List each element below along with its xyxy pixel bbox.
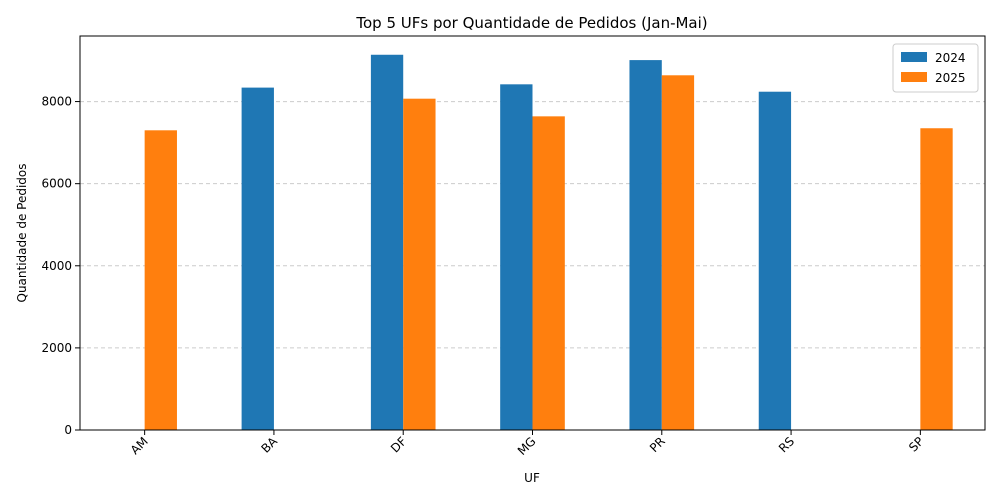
bar-2024-mg bbox=[500, 84, 533, 431]
y-tick-label: 2000 bbox=[41, 341, 72, 355]
x-tick-label-am: AM bbox=[128, 434, 151, 457]
legend-swatch-2025 bbox=[901, 72, 927, 82]
bar-2024-df bbox=[370, 54, 404, 431]
bar-2025-mg bbox=[532, 116, 565, 430]
chart-title: Top 5 UFs por Quantidade de Pedidos (Jan… bbox=[355, 14, 707, 32]
y-tick-label: 6000 bbox=[41, 177, 72, 191]
bar-2025-am bbox=[144, 130, 177, 430]
y-tick-label: 0 bbox=[64, 423, 72, 437]
bar-2025-df bbox=[403, 98, 436, 430]
x-tick-label-ba: BA bbox=[259, 434, 281, 456]
legend: 2024 2025 bbox=[892, 43, 979, 93]
x-tick-label-mg: MG bbox=[515, 434, 539, 458]
y-axis-label: Quantidade de Pedidos bbox=[15, 163, 29, 302]
x-tick-label-pr: PR bbox=[647, 434, 668, 455]
bars-layer bbox=[144, 54, 953, 431]
bar-2024-pr bbox=[629, 60, 662, 430]
bar-2025-sp bbox=[920, 128, 953, 430]
bar-2025-pr bbox=[661, 75, 695, 430]
x-tick-label-sp: SP bbox=[906, 434, 926, 454]
y-tick-label: 4000 bbox=[41, 259, 72, 273]
y-tick-label: 8000 bbox=[41, 95, 72, 109]
legend-label-2025: 2025 bbox=[935, 71, 966, 85]
grid-layer bbox=[80, 101, 985, 349]
x-tick-label-rs: RS bbox=[776, 434, 797, 455]
bar-2024-rs bbox=[758, 91, 792, 431]
legend-label-2024: 2024 bbox=[935, 51, 966, 65]
x-tick-label-df: DF bbox=[388, 434, 409, 455]
bar-2024-ba bbox=[241, 87, 274, 430]
legend-swatch-2024 bbox=[901, 52, 927, 62]
x-axis-label: UF bbox=[524, 471, 540, 485]
